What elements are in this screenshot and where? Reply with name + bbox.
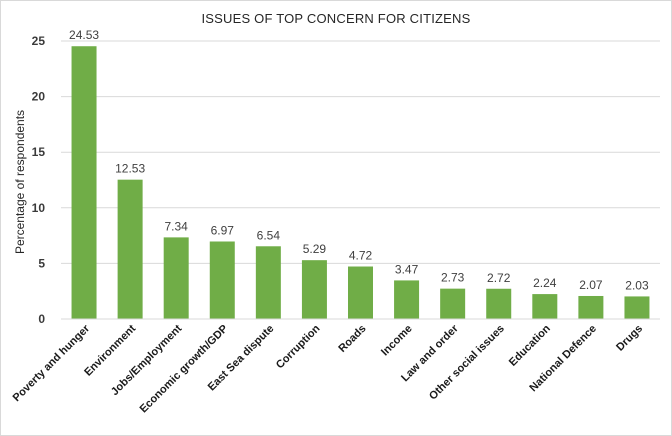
data-label: 2.72	[487, 271, 511, 285]
data-label: 12.53	[115, 162, 145, 176]
data-label: 6.54	[257, 228, 281, 242]
bar	[117, 179, 143, 319]
category-label: Roads	[336, 323, 368, 355]
y-tick-label: 10	[32, 201, 46, 215]
data-label: 7.34	[165, 219, 189, 233]
bar	[348, 266, 373, 319]
bar	[163, 237, 189, 319]
y-tick-label: 15	[32, 145, 46, 159]
bar	[71, 46, 97, 319]
bar	[486, 288, 512, 319]
bar	[624, 296, 650, 319]
data-label: 3.47	[395, 262, 419, 276]
data-label: 4.72	[349, 249, 373, 263]
data-labels: 24.53 12.53 7.34 6.97 6.54 5.29 4.72 3.47 2.73 2.…	[69, 28, 649, 292]
bar	[255, 246, 281, 319]
bar	[301, 260, 327, 319]
y-axis-label: Percentage of respondents	[13, 110, 27, 254]
y-tick-label: 5	[38, 256, 45, 270]
category-label: Income	[379, 323, 415, 359]
bar	[440, 288, 466, 319]
bar	[578, 295, 604, 319]
category-label: Education	[507, 322, 553, 368]
data-label: 6.97	[211, 223, 235, 237]
category-label: Economic growth/GDP	[138, 323, 231, 416]
data-label: 2.07	[579, 278, 603, 292]
data-label: 5.29	[303, 242, 327, 256]
bar	[532, 294, 558, 319]
category-label: Corruption	[274, 322, 323, 371]
data-label: 2.24	[533, 276, 557, 290]
category-label: Poverty and hunger	[11, 322, 93, 404]
data-label: 2.03	[625, 278, 649, 292]
bar	[209, 241, 235, 319]
gridlines	[61, 40, 660, 264]
y-tick-label: 25	[32, 34, 46, 48]
y-tick-label: 20	[32, 90, 46, 104]
category-labels: Poverty and hungerEnvironmentJobs/Employ…	[11, 322, 645, 415]
y-tick-label: 0	[38, 312, 45, 326]
data-label: 2.73	[441, 271, 465, 285]
chart-title: ISSUES OF TOP CONCERN FOR CITIZENS	[201, 11, 471, 26]
bars	[71, 46, 650, 319]
data-label: 24.53	[69, 28, 99, 42]
bar	[394, 280, 420, 319]
y-axis-ticks: 0 5 10 15 20 25	[32, 34, 46, 326]
category-label: Drugs	[614, 323, 645, 354]
